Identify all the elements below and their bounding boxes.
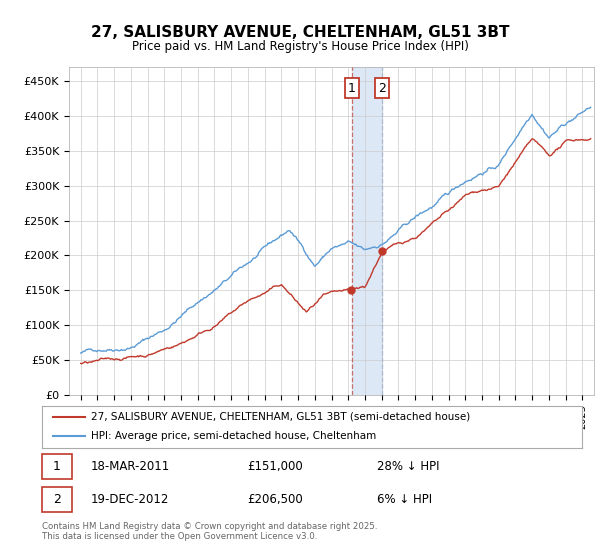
Text: 28% ↓ HPI: 28% ↓ HPI [377, 460, 439, 473]
Text: 6% ↓ HPI: 6% ↓ HPI [377, 493, 432, 506]
FancyBboxPatch shape [42, 487, 72, 512]
Text: 1: 1 [348, 82, 356, 95]
Text: Price paid vs. HM Land Registry's House Price Index (HPI): Price paid vs. HM Land Registry's House … [131, 40, 469, 53]
FancyBboxPatch shape [42, 454, 72, 478]
Text: 1: 1 [53, 460, 61, 473]
Bar [352, 67, 382, 395]
Text: £206,500: £206,500 [247, 493, 303, 506]
Text: HPI: Average price, semi-detached house, Cheltenham: HPI: Average price, semi-detached house,… [91, 431, 376, 441]
Text: 27, SALISBURY AVENUE, CHELTENHAM, GL51 3BT: 27, SALISBURY AVENUE, CHELTENHAM, GL51 3… [91, 25, 509, 40]
Text: 2: 2 [53, 493, 61, 506]
Text: £151,000: £151,000 [247, 460, 303, 473]
Text: Contains HM Land Registry data © Crown copyright and database right 2025.
This d: Contains HM Land Registry data © Crown c… [42, 522, 377, 542]
Text: 2: 2 [378, 82, 386, 95]
Text: 27, SALISBURY AVENUE, CHELTENHAM, GL51 3BT (semi-detached house): 27, SALISBURY AVENUE, CHELTENHAM, GL51 3… [91, 412, 470, 422]
Text: 18-MAR-2011: 18-MAR-2011 [91, 460, 170, 473]
Text: 19-DEC-2012: 19-DEC-2012 [91, 493, 169, 506]
